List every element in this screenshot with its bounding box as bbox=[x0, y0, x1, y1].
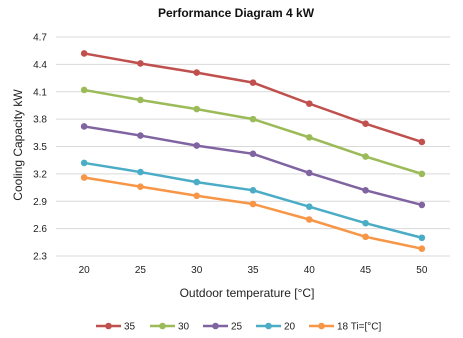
x-tick-label: 30 bbox=[191, 265, 203, 276]
data-point bbox=[362, 233, 369, 241]
x-tick-label: 25 bbox=[135, 265, 147, 276]
chart-title: Performance Diagram 4 kW bbox=[158, 6, 315, 20]
series-lines bbox=[80, 50, 426, 252]
x-tick-label: 40 bbox=[304, 265, 316, 276]
data-point bbox=[418, 201, 426, 209]
x-tick-label: 20 bbox=[79, 265, 91, 276]
data-point bbox=[80, 159, 88, 167]
data-point bbox=[249, 200, 257, 208]
data-point bbox=[362, 120, 369, 127]
legend-label: 25 bbox=[231, 322, 243, 333]
data-point bbox=[193, 69, 201, 76]
y-tick-label: 4.7 bbox=[33, 33, 47, 44]
data-point bbox=[137, 132, 144, 139]
legend-label: 30 bbox=[178, 322, 190, 333]
legend-label: 35 bbox=[124, 322, 136, 333]
data-point bbox=[305, 100, 313, 107]
data-point bbox=[193, 192, 201, 200]
data-point bbox=[305, 216, 313, 223]
y-tick-label: 2.6 bbox=[33, 224, 47, 235]
data-point bbox=[137, 183, 144, 190]
y-tick-label: 4.1 bbox=[33, 87, 47, 98]
y-tick-labels: 2.3 2.6 2.9 3.2 3.5 3.8 4.1 4.4 4.7 bbox=[33, 33, 47, 263]
data-point bbox=[418, 170, 426, 178]
y-tick-label: 2.9 bbox=[33, 197, 47, 208]
x-tick-label: 45 bbox=[360, 265, 372, 276]
y-axis-label: Cooling Capacity kW bbox=[11, 89, 25, 201]
data-point bbox=[362, 153, 369, 160]
data-point bbox=[249, 115, 257, 123]
data-point bbox=[80, 174, 88, 181]
series-line bbox=[83, 52, 423, 144]
x-tick-label: 50 bbox=[416, 265, 428, 276]
data-point bbox=[80, 123, 88, 130]
data-point bbox=[305, 169, 313, 177]
series-line bbox=[83, 88, 423, 176]
data-point bbox=[137, 168, 144, 176]
y-tick-label: 4.4 bbox=[33, 60, 47, 71]
y-tick-label: 2.3 bbox=[33, 252, 47, 263]
x-tick-label: 35 bbox=[247, 265, 259, 276]
legend-marker bbox=[159, 322, 166, 330]
data-point bbox=[193, 178, 201, 186]
x-tick-labels: 20 25 30 35 40 45 50 bbox=[79, 265, 428, 276]
data-point bbox=[305, 134, 313, 141]
data-point bbox=[193, 142, 201, 149]
gridlines bbox=[56, 36, 450, 257]
data-point bbox=[418, 245, 426, 252]
legend-marker bbox=[318, 322, 325, 330]
data-point bbox=[418, 234, 426, 242]
data-point bbox=[193, 105, 201, 113]
legend-marker bbox=[212, 322, 219, 330]
legend: 35 30 25 20 18 Ti=[°C] bbox=[96, 322, 382, 333]
y-tick-label: 3.5 bbox=[33, 142, 47, 153]
data-point bbox=[80, 86, 88, 94]
legend-marker bbox=[105, 322, 112, 330]
y-tick-label: 3.8 bbox=[33, 115, 47, 126]
legend-marker bbox=[265, 322, 272, 330]
x-axis-label: Outdoor temperature [°C] bbox=[180, 286, 315, 300]
data-point bbox=[137, 96, 144, 104]
data-point bbox=[249, 187, 257, 194]
data-point bbox=[362, 219, 369, 227]
data-point bbox=[137, 60, 144, 67]
data-point bbox=[362, 187, 369, 194]
data-point bbox=[305, 203, 313, 211]
data-point bbox=[249, 150, 257, 158]
data-point bbox=[80, 50, 88, 57]
legend-label: 18 Ti=[°C] bbox=[337, 322, 382, 333]
legend-label: 20 bbox=[284, 322, 296, 333]
data-point bbox=[249, 79, 257, 86]
y-tick-label: 3.2 bbox=[33, 169, 47, 180]
data-point bbox=[418, 138, 426, 146]
